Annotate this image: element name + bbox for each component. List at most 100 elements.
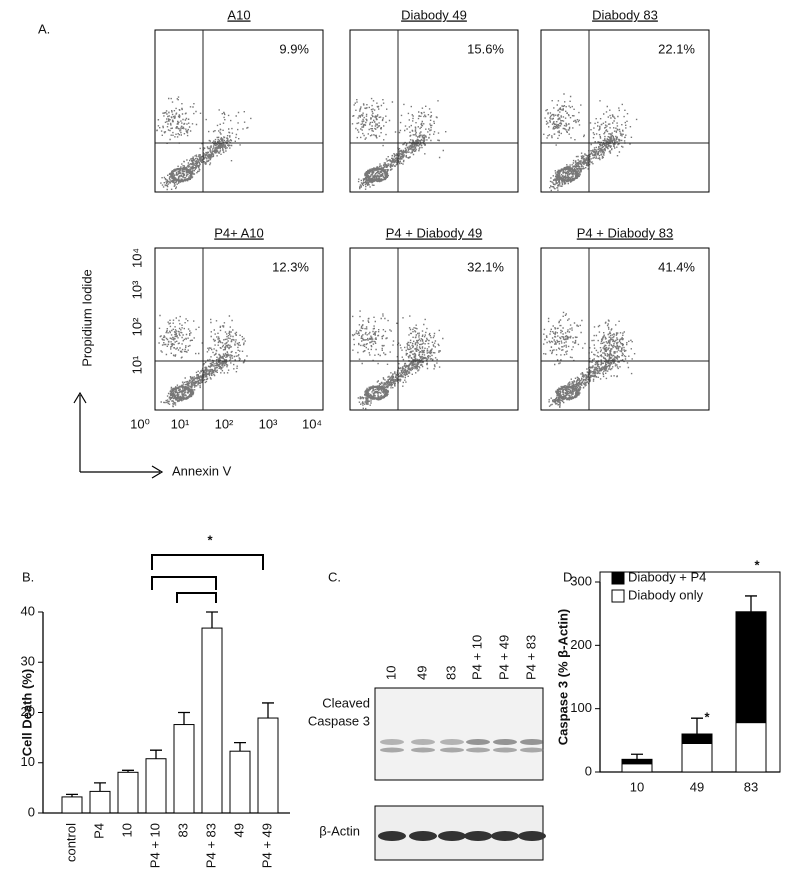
blot-label: Cleaved (322, 695, 370, 710)
bar (257, 717, 279, 814)
lane-label: P4 + 83 (523, 635, 538, 680)
plot-percent: 41.4% (658, 259, 695, 274)
y-tick-label: 200 (570, 637, 592, 652)
quadrant-lines (350, 30, 518, 192)
scatter-dots (351, 97, 447, 190)
x-tick-label: 83 (175, 823, 190, 837)
lane-label: 49 (414, 666, 429, 680)
quadrant-lines (541, 248, 709, 410)
scatter-dots (543, 93, 638, 192)
panel-label: A. (38, 21, 50, 36)
band (466, 739, 490, 745)
y-tick-label: 300 (570, 573, 592, 588)
scatter-dots (351, 310, 444, 410)
legend-swatch (611, 571, 625, 585)
x-axis-label: Annexin V (172, 463, 232, 478)
plot-frame (349, 29, 519, 193)
band (409, 831, 437, 841)
error-bar (122, 769, 134, 773)
x-tick-label: 10¹ (171, 416, 190, 431)
error-bar (94, 782, 106, 792)
y-axis-label: Caspase 3 (% β-Actin) (555, 609, 570, 746)
x-tick-label: 83 (744, 779, 758, 794)
x-tick-label: 10² (215, 416, 234, 431)
plot-frame (154, 29, 324, 193)
plot-title: P4 + Diabody 49 (386, 225, 482, 240)
panel-label: D. (563, 569, 576, 584)
band (411, 747, 435, 753)
significance-star: * (207, 532, 213, 547)
bar (145, 758, 167, 814)
band (466, 747, 490, 753)
quadrant-lines (541, 30, 709, 192)
error-bar (234, 742, 246, 752)
error-bar (631, 753, 643, 760)
band (438, 831, 466, 841)
band (493, 747, 517, 753)
scatter-dots (543, 311, 636, 408)
bar-segment (735, 611, 767, 724)
bar-segment (681, 733, 713, 744)
band (378, 831, 406, 841)
x-tick-label: 49 (231, 823, 246, 837)
bar-segment (621, 763, 653, 773)
legend-label: Diabody only (628, 587, 704, 602)
bar (117, 771, 139, 814)
error-bar (66, 793, 78, 797)
x-tick-label: control (63, 823, 78, 862)
x-tick-label: P4 + 49 (259, 823, 274, 868)
significance-star: * (704, 709, 710, 724)
band (520, 747, 544, 753)
blot-cleaved (374, 687, 544, 781)
plot-title: A10 (227, 7, 250, 22)
error-bar (745, 595, 757, 612)
y-tick-label: 0 (28, 804, 35, 819)
x-tick-label: 10⁴ (302, 416, 322, 431)
bar-segment (621, 758, 653, 765)
lane-label: P4 + 10 (469, 635, 484, 680)
significance-brackets (151, 554, 264, 603)
y-tick-label: 40 (21, 603, 35, 618)
band (520, 739, 544, 745)
bar (89, 790, 111, 814)
x-tick-label: 49 (690, 779, 704, 794)
plot-title: Diabody 83 (592, 7, 658, 22)
band (518, 831, 546, 841)
y-tick-label: 20 (21, 704, 35, 719)
quadrant-lines (155, 30, 323, 192)
plot-percent: 15.6% (467, 41, 504, 56)
x-tick-label: 10⁰ (130, 416, 150, 431)
band (380, 739, 404, 745)
y-tick-label: 10 (21, 754, 35, 769)
x-tick-label: P4 + 83 (203, 823, 218, 868)
y-tick-label: 10¹ (129, 355, 144, 374)
y-tick-label: 100 (570, 700, 592, 715)
significance-star: * (754, 557, 760, 572)
plot-title: P4 + Diabody 83 (577, 225, 673, 240)
plot-percent: 22.1% (658, 41, 695, 56)
bar (61, 796, 83, 814)
band (440, 739, 464, 745)
quadrant-lines (350, 248, 518, 410)
panel-label: B. (22, 569, 34, 584)
axis-arrows (73, 391, 164, 479)
error-bar (206, 611, 218, 629)
band (491, 831, 519, 841)
y-tick-label: 10⁴ (129, 248, 144, 268)
plot-percent: 32.1% (467, 259, 504, 274)
plot-title: Diabody 49 (401, 7, 467, 22)
error-bar (691, 717, 703, 734)
blot-label: β-Actin (319, 823, 360, 838)
plot-percent: 9.9% (279, 41, 309, 56)
bar-segment (735, 722, 767, 773)
band (411, 739, 435, 745)
x-tick-label: P4 (91, 823, 106, 839)
error-bar (178, 711, 190, 725)
error-bar (150, 749, 162, 759)
lane-label: 10 (383, 666, 398, 680)
quadrant-lines (155, 248, 323, 410)
y-axis-label: Cell Death (%) (19, 669, 34, 756)
bar-segment (681, 743, 713, 773)
panel-label: C. (328, 569, 341, 584)
error-bar (262, 702, 274, 719)
